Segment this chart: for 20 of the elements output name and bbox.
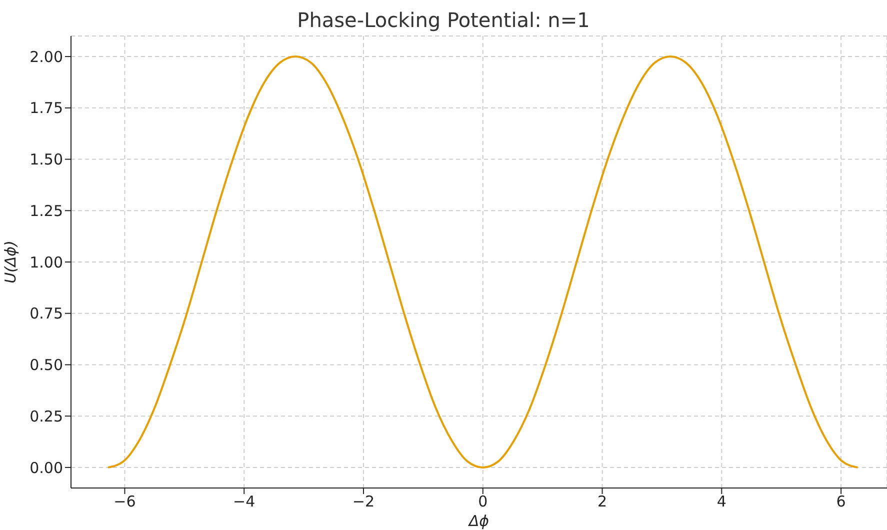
- x-tick-label: −4: [233, 492, 256, 511]
- y-tick-label: 1.25: [30, 202, 63, 220]
- y-axis-title: U(Δϕ): [1, 240, 20, 284]
- y-tick-label: 0.25: [30, 407, 63, 426]
- x-tick-label: 2: [597, 492, 608, 511]
- y-tick-label: 2.00: [30, 48, 63, 66]
- x-tick-label: 4: [716, 492, 726, 511]
- x-tick-label: 6: [836, 492, 846, 511]
- x-axis-title: Δϕ: [468, 512, 490, 530]
- y-tick-label: 0.00: [30, 458, 63, 477]
- chart-title: Phase-Locking Potential: n=1: [296, 8, 591, 32]
- y-tick-label: 1.75: [30, 99, 63, 118]
- x-tick-label: −2: [352, 492, 375, 511]
- x-tick-label: −6: [114, 492, 136, 511]
- y-tick-label: 0.75: [30, 304, 63, 323]
- y-tick-label: 1.50: [30, 150, 63, 169]
- line-series: [107, 56, 859, 468]
- x-tick-label: 0: [478, 492, 488, 511]
- y-tick-label: 1.00: [30, 253, 63, 272]
- y-tick-label: 0.50: [30, 356, 63, 374]
